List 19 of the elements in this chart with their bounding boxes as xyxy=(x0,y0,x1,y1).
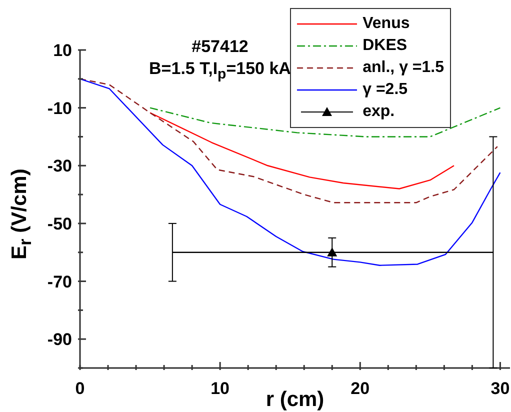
legend-label: Venus xyxy=(362,15,410,33)
y-tick-label: 10 xyxy=(53,41,72,60)
x-tick-label: 10 xyxy=(210,379,230,398)
legend-label: exp. xyxy=(362,103,395,121)
x-tick-label: 0 xyxy=(75,379,85,398)
legend-label: γ =2.5 xyxy=(362,81,408,99)
y-tick-label: -70 xyxy=(47,272,72,292)
y-tick-label: -10 xyxy=(47,98,72,118)
legend-label: anl., γ =1.5 xyxy=(362,59,444,77)
chart-title: #57412 xyxy=(190,36,250,58)
y-tick-label: -30 xyxy=(47,156,72,176)
text: B=1.5 T,I$_{p}$=150 kA xyxy=(148,58,292,84)
x-tick-label: 20 xyxy=(350,379,370,398)
y-tick-label: -50 xyxy=(47,214,72,234)
x-axis-title: r (cm) xyxy=(266,388,324,411)
line-series xyxy=(149,107,501,138)
x-tick-label: 30 xyxy=(490,379,510,398)
y-tick-label: -90 xyxy=(47,330,72,350)
legend-label: DKES xyxy=(362,37,408,55)
